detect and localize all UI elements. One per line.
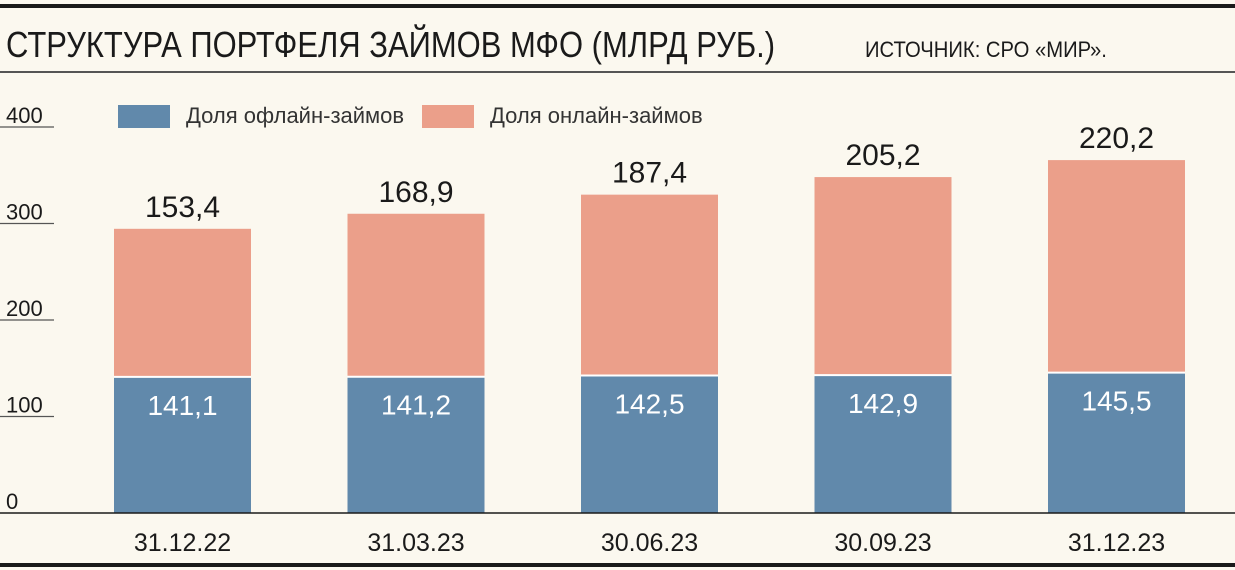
bar-segment-offline bbox=[814, 375, 952, 513]
x-axis: 31.12.22 31.03.23 30.06.23 30.09.23 31.12.23 bbox=[0, 512, 1235, 557]
header: СТРУКТУРА ПОРТФЕЛЯ ЗАЙМОВ МФО (МЛРД РУБ.… bbox=[6, 24, 1128, 65]
x-tick-label: 31.12.23 bbox=[1068, 529, 1165, 557]
bar-value-label-online: 168,9 bbox=[378, 176, 453, 209]
bars: 141,1 153,4 141,2 168,9 142,5 187,4 142,9 205,2… bbox=[114, 122, 1185, 513]
bar-group: 142,9 205,2 bbox=[814, 139, 952, 513]
x-tick-label: 31.12.22 bbox=[134, 529, 231, 557]
x-tick-label: 31.03.23 bbox=[367, 529, 464, 557]
bar-group: 142,5 187,4 bbox=[581, 157, 718, 513]
y-tick-label: 0 bbox=[6, 489, 18, 514]
bar-segment-online bbox=[114, 228, 251, 377]
bar-value-label-online: 153,4 bbox=[145, 191, 220, 224]
legend-label: Доля онлайн-займов bbox=[490, 103, 703, 128]
bar-value-label-offline: 145,5 bbox=[1081, 386, 1151, 417]
bar-segment-online bbox=[347, 213, 485, 377]
legend: Доля офлайн-займов Доля онлайн-займов bbox=[118, 103, 703, 128]
source-note: ИСТОЧНИК: СРО «МИР». bbox=[865, 37, 1108, 62]
legend-label: Доля офлайн-займов bbox=[186, 103, 404, 128]
bar-value-label-offline: 141,2 bbox=[381, 390, 451, 421]
bar-value-label-online: 187,4 bbox=[612, 157, 687, 190]
x-tick-label: 30.06.23 bbox=[601, 529, 698, 557]
bar-value-label-offline: 142,9 bbox=[848, 388, 918, 419]
y-tick-label: 400 bbox=[6, 103, 43, 128]
legend-swatch bbox=[422, 105, 474, 128]
y-tick-label: 100 bbox=[6, 393, 43, 418]
bar-value-label-online: 205,2 bbox=[845, 139, 920, 172]
title-rule bbox=[0, 71, 1235, 73]
bottom-rule bbox=[0, 563, 1235, 567]
bar-segment-offline bbox=[114, 376, 251, 513]
bar-segment-online bbox=[1048, 160, 1185, 373]
bar-group: 141,1 153,4 bbox=[114, 191, 251, 513]
bar-segment-online bbox=[814, 177, 952, 376]
bar-value-label-online: 220,2 bbox=[1079, 122, 1154, 155]
bar-segment-offline bbox=[347, 376, 485, 513]
bar-group: 145,5 220,2 bbox=[1048, 122, 1185, 513]
bar-segment-offline bbox=[581, 375, 718, 513]
bar-segment-offline bbox=[1048, 372, 1185, 513]
bar-group: 141,2 168,9 bbox=[347, 176, 485, 513]
legend-swatch bbox=[118, 105, 170, 128]
chart-title: СТРУКТУРА ПОРТФЕЛЯ ЗАЙМОВ МФО (МЛРД РУБ.… bbox=[6, 24, 776, 65]
top-rule bbox=[0, 4, 1235, 8]
y-tick-label: 200 bbox=[6, 296, 43, 321]
x-tick-label: 30.09.23 bbox=[834, 529, 931, 557]
bar-value-label-offline: 141,1 bbox=[147, 390, 217, 421]
y-axis: 0 100 200 300 400 bbox=[0, 103, 54, 514]
bar-value-label-offline: 142,5 bbox=[614, 388, 684, 419]
bar-segment-online bbox=[581, 194, 718, 376]
y-tick-label: 300 bbox=[6, 200, 43, 225]
